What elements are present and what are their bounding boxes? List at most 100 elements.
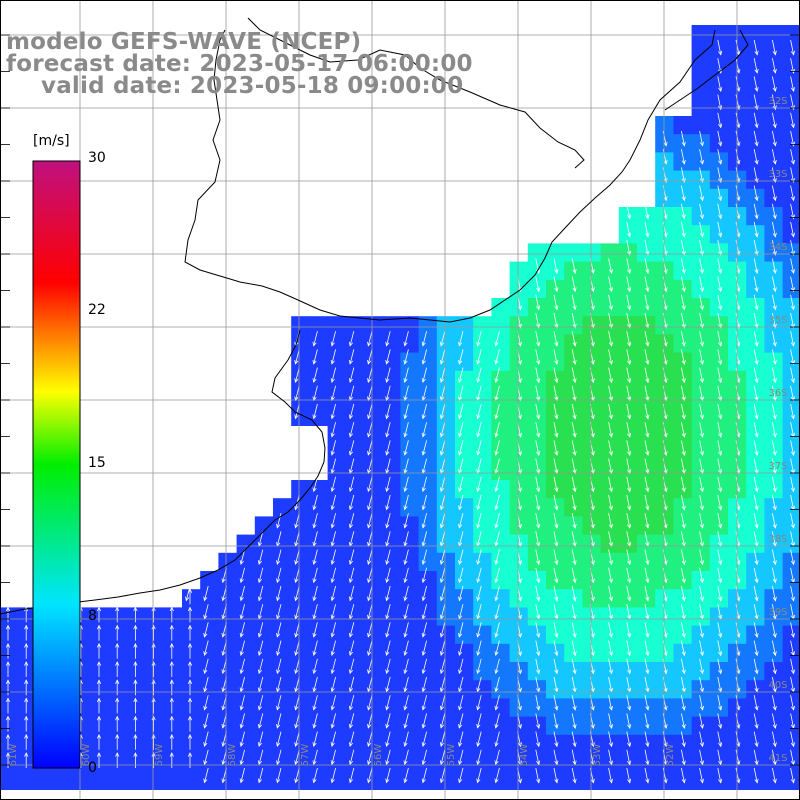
wind-cell [91,698,110,718]
wind-arrow [571,658,577,675]
wind-cell [782,152,800,172]
wind-cell [309,571,329,590]
wind-arrow [348,567,355,584]
wind-cell [254,698,274,718]
wind-cell [327,753,347,772]
wind-arrow [367,440,373,456]
wind-cell [436,571,456,590]
wind-arrow [330,695,336,711]
wind-arrow [312,585,318,602]
wind-cell [418,716,438,736]
wind-arrow [348,676,355,693]
wind-cell [127,698,147,718]
wind-cell [291,480,310,499]
wind-arrow [699,403,704,420]
wind-cell [109,698,128,718]
wind-arrow [790,403,795,420]
wind-cell [782,261,800,281]
wind-cell [491,643,511,663]
wind-cell [327,589,347,608]
wind-cell [400,407,420,426]
wind-arrow [699,203,704,220]
wind-arrow [699,149,704,165]
wind-cell [491,316,511,335]
wind-arrow [494,422,500,438]
wind-cell [400,443,420,463]
wind-arrow [790,203,795,220]
wind-cell [418,734,438,754]
wind-cell [382,370,401,390]
wind-cell [364,425,383,445]
wind-cell [163,643,183,663]
wind-cell [18,753,37,772]
wind-arrow [626,549,632,566]
wind-arrow [494,713,500,729]
wind-arrow [187,588,193,605]
wind-cell [782,407,800,426]
wind-arrow [753,112,759,129]
wind-arrow [644,440,650,457]
wind-arrow [772,640,777,657]
wind-arrow [385,513,391,529]
wind-arrow [458,476,464,493]
wind-arrow [717,767,723,784]
wind-cell [400,643,420,663]
wind-arrow [5,624,11,641]
wind-cell [254,571,274,590]
wind-cell [782,443,800,463]
wind-cell [400,771,420,790]
wind-arrow [169,661,174,677]
wind-arrow [421,676,427,693]
wind-arrow [717,658,723,675]
wind-arrow [790,130,795,147]
wind-cell [182,662,201,681]
wind-arrow [717,349,723,366]
wind-cell [364,389,383,408]
wind-arrow [772,422,777,438]
wind-cell [527,243,547,263]
wind-cell [309,662,329,681]
wind-arrow [348,549,355,565]
wind-arrow [294,622,300,638]
wind-arrow [385,713,391,729]
wind-arrow [699,622,704,639]
wind-cell [491,443,511,463]
wind-arrow [535,749,541,766]
wind-arrow [553,312,559,329]
wind-arrow [385,440,391,456]
wind-arrow [239,695,245,711]
wind-cell [127,771,147,790]
wind-arrow [681,403,686,420]
wind-cell [491,389,511,408]
wind-arrow [535,276,541,293]
wind-cell [364,771,383,790]
wind-arrow [790,440,795,457]
wind-arrow [535,294,541,311]
wind-arrow [385,695,391,711]
wind-cell [236,734,256,754]
wind-cell [254,607,274,627]
wind-arrow [312,640,318,656]
wind-arrow [699,130,704,147]
wind-cell [309,480,329,499]
wind-cell [455,716,474,736]
wind-cell [309,389,329,408]
wind-arrow [772,403,777,420]
wind-arrow [257,658,264,675]
wind-cell [291,753,310,772]
wind-cell [455,425,474,445]
wind-arrow [717,567,723,584]
wind-arrow [312,658,318,675]
wind-cell [546,243,565,263]
wind-cell [127,680,147,699]
wind-arrow [626,622,632,639]
wind-arrow [553,585,559,602]
wind-arrow [608,549,613,566]
wind-cell [127,734,147,754]
wind-arrow [151,661,156,677]
wind-cell [291,643,310,663]
wind-cell [418,316,438,335]
wind-cell [455,352,474,372]
wind-cell [400,734,420,754]
wind-cell [309,607,329,627]
